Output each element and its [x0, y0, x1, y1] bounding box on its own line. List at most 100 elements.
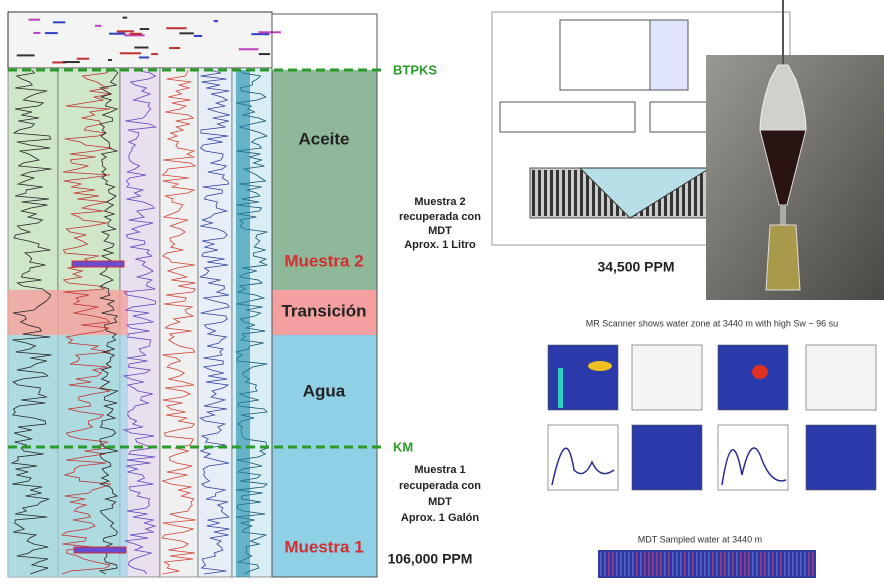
header-mark — [117, 30, 134, 32]
header-mark — [239, 48, 259, 50]
mdt-stripe — [628, 552, 630, 576]
stripe — [544, 170, 547, 216]
mdt-stripe — [652, 552, 654, 576]
header-mark — [251, 33, 269, 35]
header-mark — [28, 19, 39, 21]
header-mark — [17, 54, 35, 56]
header-mark — [139, 56, 149, 58]
mdt-stripe — [748, 552, 750, 576]
mdt-stripe — [728, 552, 730, 576]
header-mark — [109, 33, 125, 35]
mdt-stripe — [616, 552, 618, 576]
mdt-stripe — [720, 552, 722, 576]
header-mark — [108, 59, 112, 61]
header-mark — [194, 35, 203, 37]
mdt-stripe — [640, 552, 642, 576]
ppm-label: 34,500 PPM — [597, 259, 674, 275]
mdt-stripe — [612, 552, 614, 576]
mr-plot — [718, 345, 788, 410]
header-mark — [120, 52, 141, 54]
zone-label: Transición — [281, 301, 366, 320]
stripe — [568, 170, 571, 216]
header-mark — [151, 53, 158, 55]
mdt-stripe — [756, 552, 758, 576]
mr-plot — [806, 425, 876, 490]
stripe — [556, 170, 559, 216]
header-mark — [63, 61, 80, 63]
mdt-stripe — [708, 552, 710, 576]
sample-marker — [72, 261, 124, 267]
header-mark — [130, 33, 142, 35]
mdt-stripe — [632, 552, 634, 576]
mdt-stripe — [804, 552, 806, 576]
note-line: Aprox. 1 Galón — [401, 512, 480, 524]
stripe — [562, 170, 565, 216]
note-line: Muestra 1 — [414, 464, 465, 476]
note-line: MDT — [428, 225, 452, 237]
header-mark — [53, 21, 65, 23]
mdt-stripe — [760, 552, 762, 576]
mr-plot — [806, 345, 876, 410]
stripe — [532, 170, 535, 216]
note-line: Aprox. 1 Litro — [404, 239, 476, 251]
header-mark — [169, 47, 180, 49]
stripe — [700, 170, 703, 216]
mdt-stripe — [684, 552, 686, 576]
mdt-stripe — [784, 552, 786, 576]
funnel-stem — [780, 205, 786, 225]
mdt-stripe — [716, 552, 718, 576]
header-mark — [179, 32, 193, 34]
mdt-stripe — [812, 552, 814, 576]
mdt-stripe — [624, 552, 626, 576]
mdt-stripe — [732, 552, 734, 576]
mdt-stripe — [764, 552, 766, 576]
mdt-stripe — [656, 552, 658, 576]
bottle — [766, 225, 800, 290]
mdt-stripe — [724, 552, 726, 576]
stripe — [574, 170, 577, 216]
log-fill — [236, 70, 250, 577]
zone-label: Agua — [303, 381, 346, 400]
stripe — [580, 170, 583, 216]
note-line: recuperada con — [399, 211, 481, 223]
note-line: Muestra 2 — [414, 196, 465, 208]
mdt-stripe — [712, 552, 714, 576]
zone-label: Muestra 1 — [284, 537, 363, 556]
mdt-stripe — [688, 552, 690, 576]
mr-peak — [558, 368, 563, 408]
header-mark — [123, 17, 128, 19]
mdt-stripe — [772, 552, 774, 576]
mdt-stripe — [768, 552, 770, 576]
mdt-stripe — [796, 552, 798, 576]
header-mark — [258, 31, 281, 33]
header-mark — [77, 58, 89, 60]
mdt-stripe — [744, 552, 746, 576]
header-mark — [134, 47, 148, 49]
mr-plot — [632, 425, 702, 490]
mr-plot — [548, 425, 618, 490]
log-tracks — [8, 17, 281, 577]
mdt-stripe — [776, 552, 778, 576]
mdt-stripe — [676, 552, 678, 576]
mr-peak — [588, 361, 612, 371]
header-mark — [166, 27, 186, 29]
note-line: MDT — [428, 496, 452, 508]
note-line: recuperada con — [399, 480, 481, 492]
log-track — [198, 68, 232, 577]
marker-label: KM — [393, 439, 413, 454]
mdt-stripe — [736, 552, 738, 576]
mdt-stripe — [644, 552, 646, 576]
mdt-stripe — [680, 552, 682, 576]
header-mark — [140, 28, 149, 30]
mdt-stripe — [780, 552, 782, 576]
mdt-stripe — [808, 552, 810, 576]
log-header — [8, 12, 272, 68]
slide: Aceite Muestra 2 Transición Agua Muestra… — [0, 0, 884, 581]
mdt-stripe — [636, 552, 638, 576]
header-mark — [259, 53, 270, 55]
header-mark — [214, 20, 218, 22]
mdt-stripe — [788, 552, 790, 576]
mdt-stripe — [752, 552, 754, 576]
mdt-stripe — [792, 552, 794, 576]
ppm-label: 106,000 PPM — [388, 551, 473, 567]
